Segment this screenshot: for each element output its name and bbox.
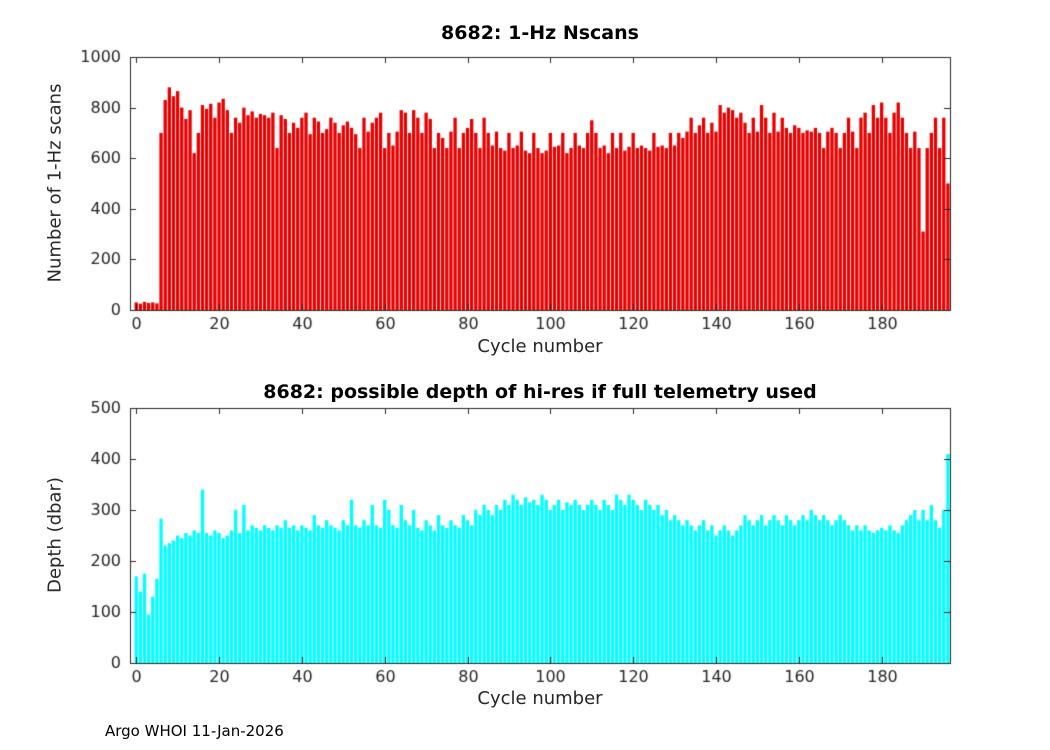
nscans-chart: 8682: 1-Hz Nscans Cycle number Number of… [0, 0, 1050, 375]
figure-footer: Argo WHOI 11-Jan-2026 [105, 722, 284, 740]
nscans-chart-title: 8682: 1-Hz Nscans [441, 22, 639, 44]
nscans-yaxis-label: Number of 1-Hz scans [44, 83, 66, 283]
depth-chart-title: 8682: possible depth of hi-res if full t… [263, 381, 817, 403]
nscans-xaxis-label: Cycle number [477, 336, 603, 357]
depth-xaxis-label: Cycle number [477, 688, 603, 709]
depth-chart-canvas [0, 375, 1050, 750]
nscans-chart-canvas [0, 0, 1050, 375]
depth-chart: 8682: possible depth of hi-res if full t… [0, 375, 1050, 750]
depth-yaxis-label: Depth (dbar) [44, 477, 66, 593]
